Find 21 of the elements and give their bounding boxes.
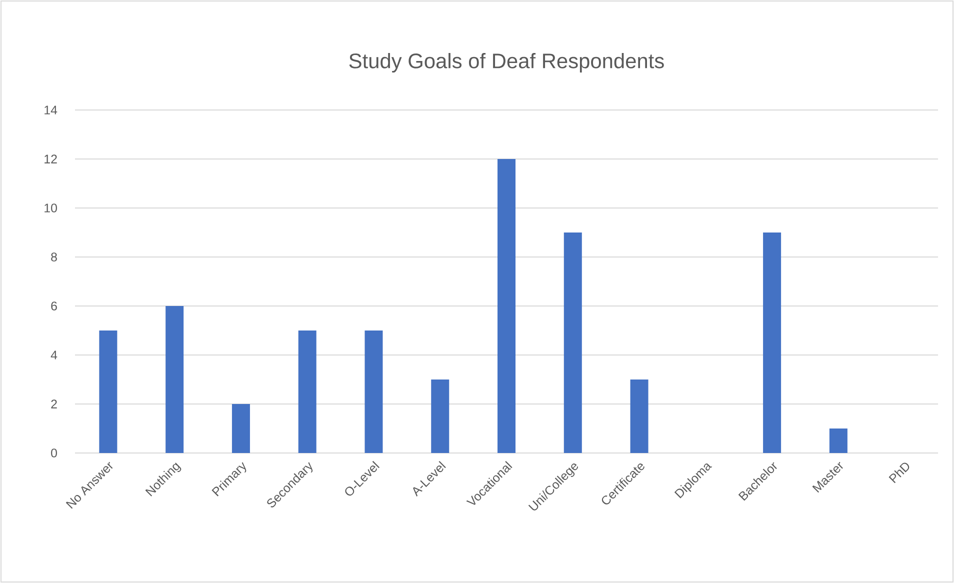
y-tick-label: 8 (51, 252, 57, 262)
bar (364, 330, 383, 453)
chart-title: Study Goals of Deaf Respondents (349, 53, 664, 72)
bar (498, 158, 516, 453)
y-tick-label: 14 (44, 106, 58, 114)
bar (232, 404, 250, 453)
y-tick-label: 2 (51, 400, 57, 408)
y-tick-label: 0 (51, 448, 57, 458)
x-tick-label: PhD (888, 462, 910, 484)
bar (298, 330, 316, 453)
bar (763, 232, 782, 453)
bar (99, 330, 118, 453)
bar (564, 232, 582, 453)
y-tick-label: 4 (50, 350, 58, 360)
y-tick-label: 6 (51, 302, 57, 310)
bar (166, 306, 184, 453)
bar (630, 380, 648, 453)
bar (829, 428, 848, 453)
bar (431, 380, 450, 453)
y-tick-label: 10 (44, 204, 57, 212)
y-tick-label: 12 (44, 154, 57, 164)
